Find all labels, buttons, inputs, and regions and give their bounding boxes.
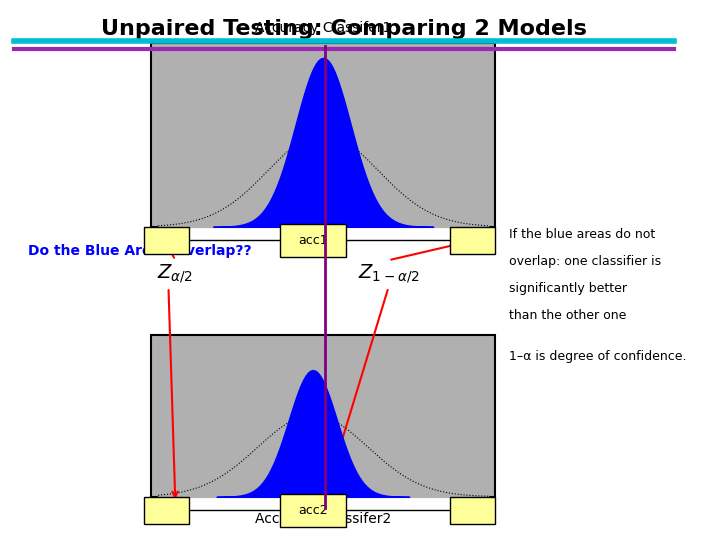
FancyBboxPatch shape (145, 227, 189, 254)
Text: 1–α is degree of confidence.: 1–α is degree of confidence. (509, 350, 686, 363)
FancyBboxPatch shape (451, 497, 495, 524)
Text: acc2: acc2 (298, 504, 328, 517)
Text: If the blue areas do not: If the blue areas do not (509, 228, 655, 241)
FancyBboxPatch shape (451, 227, 495, 254)
FancyBboxPatch shape (145, 497, 189, 524)
Text: Accuracy Classifer2: Accuracy Classifer2 (255, 512, 391, 526)
Text: $Z_{\alpha/2}$: $Z_{\alpha/2}$ (157, 262, 194, 285)
Text: acc1: acc1 (298, 234, 328, 247)
FancyBboxPatch shape (280, 224, 346, 256)
Text: Do the Blue Areas Overlap??: Do the Blue Areas Overlap?? (27, 244, 251, 258)
Text: than the other one: than the other one (509, 309, 626, 322)
Text: overlap: one classifier is: overlap: one classifier is (509, 255, 661, 268)
FancyBboxPatch shape (151, 335, 495, 497)
Text: $Z_{1-\alpha/2}$: $Z_{1-\alpha/2}$ (358, 262, 419, 285)
FancyBboxPatch shape (280, 494, 346, 526)
Text: significantly better: significantly better (509, 282, 627, 295)
FancyBboxPatch shape (151, 43, 495, 227)
Text: Unpaired Testing: Comparing 2 Models: Unpaired Testing: Comparing 2 Models (101, 19, 587, 39)
Text: Accuracy Classifer1: Accuracy Classifer1 (255, 21, 392, 35)
